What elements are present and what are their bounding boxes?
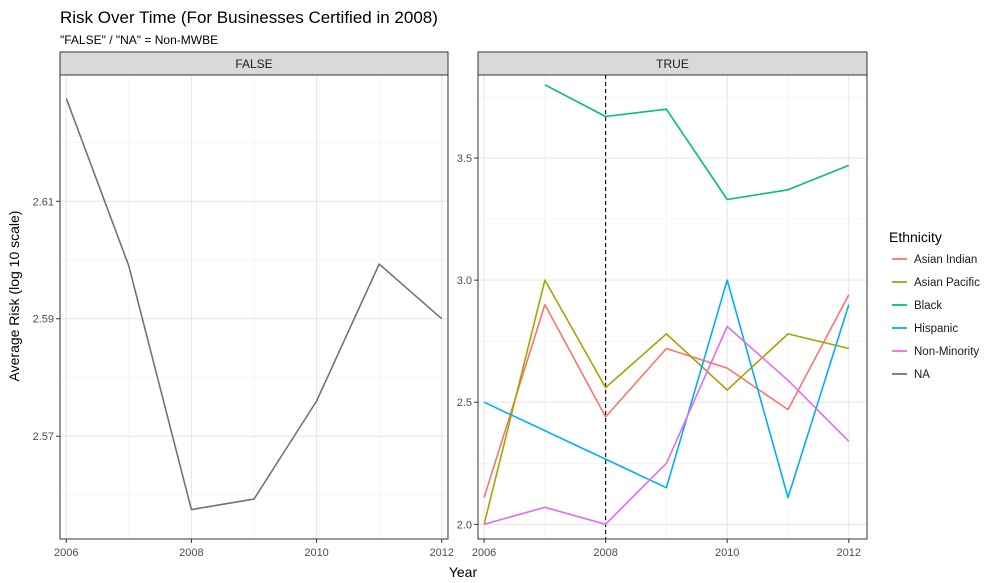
legend-title: Ethnicity — [889, 229, 942, 245]
legend: Ethnicity Asian Indian Asian Pacific Black… — [889, 229, 980, 381]
panel-border-false — [59, 74, 449, 540]
legend-label-na: NA — [914, 369, 930, 381]
y-tick-label: 2.0 — [457, 519, 472, 531]
y-tick-label: 3.5 — [457, 153, 472, 165]
series-line-asian-pacific — [483, 279, 849, 525]
series-line-black — [544, 84, 850, 201]
series-line-na — [65, 98, 443, 511]
series-line-non-minority — [483, 325, 850, 526]
y-tick-label: 2.57 — [33, 431, 54, 443]
legend-label-asian-pacific: Asian Pacific — [914, 277, 980, 289]
strip-label-false: FALSE — [235, 57, 272, 71]
chart-subtitle: "FALSE" / "NA" = Non-MWBE — [60, 33, 218, 47]
panel-false: FALSE 2006 2008 2010 2012 2.57 2.59 2.61 — [33, 51, 454, 559]
x-tick-label: 2006 — [54, 547, 78, 559]
x-tick-label: 2010 — [715, 547, 739, 559]
y-tick-label: 2.59 — [33, 314, 54, 326]
x-axis-label: Year — [449, 564, 478, 580]
strip-label-true: TRUE — [656, 57, 689, 71]
chart-title: Risk Over Time (For Businesses Certified… — [60, 8, 438, 27]
y-tick-label: 3.0 — [457, 275, 472, 287]
y-axis-label: Average Risk (log 10 scale) — [6, 211, 22, 382]
series-line-hispanic — [483, 279, 850, 499]
legend-label-asian-indian: Asian Indian — [914, 254, 977, 266]
series-line-asian-indian — [483, 294, 850, 498]
x-tick-label: 2008 — [179, 547, 203, 559]
x-tick-label: 2012 — [429, 547, 453, 559]
x-tick-label: 2010 — [304, 547, 328, 559]
panel-true: TRUE 2006 2008 2010 2012 2.0 2.5 3.0 3.5 — [457, 51, 868, 559]
legend-label-hispanic: Hispanic — [914, 323, 958, 335]
legend-label-black: Black — [914, 300, 942, 312]
y-tick-label: 2.5 — [457, 397, 472, 409]
legend-label-non-minority: Non-Minority — [914, 346, 979, 358]
x-tick-label: 2006 — [472, 547, 496, 559]
x-tick-label: 2008 — [593, 547, 617, 559]
panel-border-true — [477, 74, 868, 540]
x-tick-label: 2012 — [837, 547, 861, 559]
y-tick-label: 2.61 — [33, 196, 54, 208]
